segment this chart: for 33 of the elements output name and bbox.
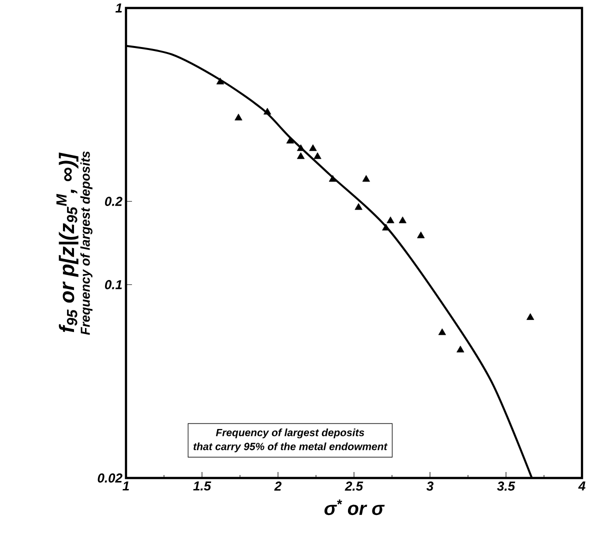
point — [296, 152, 305, 160]
point — [382, 224, 390, 230]
x-tick-label: 4 — [578, 482, 586, 490]
x-tick-label: 3.5 — [497, 482, 516, 491]
point — [526, 313, 534, 320]
point — [362, 175, 370, 182]
x-tick-label: 1.5 — [193, 482, 212, 491]
point — [309, 144, 317, 152]
point — [216, 78, 224, 84]
annotation: Frequency of largest deposits — [216, 428, 364, 438]
y-tick-label: 1 — [115, 4, 122, 12]
y-axis-title: f$_{95}$ or p[z|(z$_{95}$$^{M}$, ∞)] — [56, 152, 78, 332]
y-tick-label: 0.02 — [98, 473, 122, 483]
point — [234, 114, 242, 120]
point — [354, 203, 362, 210]
point — [417, 232, 425, 238]
x-tick-label: 3 — [426, 482, 434, 491]
x-tick-label: 2 — [274, 482, 282, 491]
annotation: that carry 95% of the metal endowment — [194, 442, 388, 452]
point — [438, 328, 446, 336]
point — [398, 216, 406, 224]
point — [456, 346, 464, 352]
point — [296, 144, 305, 152]
point — [264, 108, 272, 115]
y-tick-label: 0.2 — [105, 196, 122, 206]
point — [386, 216, 394, 224]
y-tick-label: 0.1 — [105, 280, 122, 290]
point — [314, 152, 322, 160]
text: Frequency of largest deposits — [80, 151, 92, 335]
x-tick-label: 1 — [122, 482, 129, 490]
x-axis-title: σ$^{*}$ or σ — [324, 500, 385, 516]
point — [328, 175, 337, 182]
x-tick-label: 2.5 — [344, 482, 364, 491]
